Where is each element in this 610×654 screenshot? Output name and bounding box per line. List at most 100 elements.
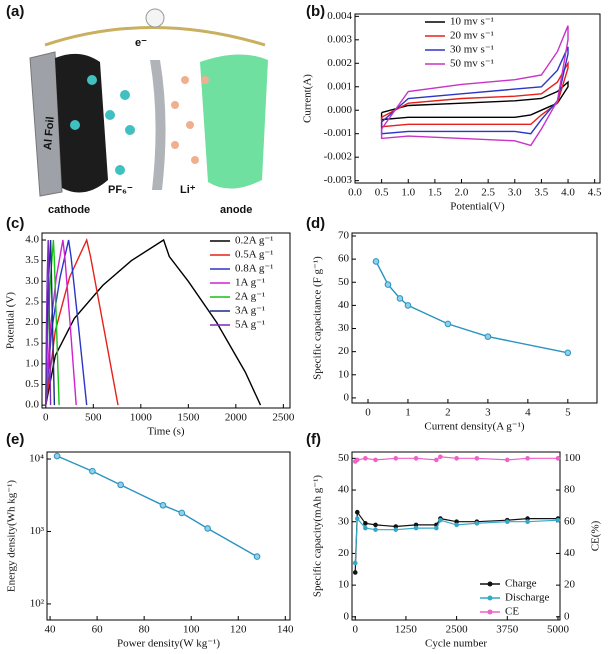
x-tick-label: 5	[565, 407, 571, 419]
data-point	[525, 456, 530, 461]
x-tick-label: 0	[365, 407, 371, 419]
data-point	[396, 295, 404, 302]
x-axis-label: Power density(W kg⁻¹)	[117, 638, 220, 650]
y-tick-label: 0.0	[25, 399, 39, 411]
x-tick-label: 40	[45, 624, 57, 636]
data-point	[354, 516, 360, 521]
data-point	[438, 517, 443, 523]
anode-label: anode	[220, 204, 252, 216]
y-tick-label: 0	[564, 610, 570, 622]
x-tick-label: 100	[183, 624, 200, 636]
data-point	[178, 509, 186, 517]
x-tick-label: 0.5	[375, 187, 389, 199]
x-tick-label: 4.0	[561, 187, 575, 199]
series-line	[380, 60, 569, 128]
y-tick-label: 20	[338, 547, 350, 559]
y-tick-label: -0.002	[324, 151, 352, 163]
y-tick-label: 4.0	[25, 234, 39, 246]
legend-label: Discharge	[505, 592, 550, 604]
x-tick-label: 3.5	[535, 187, 549, 199]
data-point	[504, 457, 510, 463]
y-tick-label: 80	[564, 484, 576, 496]
al-foil	[29, 51, 63, 197]
cation-label: Li⁺	[180, 184, 196, 196]
data-point	[444, 320, 452, 328]
legend-label: 50 mv s⁻¹	[450, 58, 494, 70]
bulb	[145, 8, 165, 28]
data-point	[53, 452, 61, 460]
x-axis-label: Potential(V)	[450, 201, 505, 213]
y-tick-label: 0.002	[327, 57, 352, 69]
foil-label: Al Foil	[42, 116, 57, 151]
x-tick-label: 80	[139, 624, 151, 636]
data-point	[159, 501, 167, 509]
x-tick-label: 1.5	[428, 187, 442, 199]
legend-label: 1A g⁻¹	[235, 277, 265, 289]
schematic: (a) Al Foil e⁻ PF₆⁻ Li⁺ cathode anode	[6, 3, 268, 216]
x-tick-label: 4	[525, 407, 531, 419]
x-tick-label: 3.0	[508, 187, 522, 199]
data-point	[352, 570, 358, 575]
series-line	[45, 239, 60, 406]
x-tick-label: 500	[85, 412, 102, 424]
x-tick-label: 120	[230, 624, 247, 636]
legend-label: 30 mv s⁻¹	[450, 44, 494, 56]
x-tick-label: 1500	[177, 412, 200, 424]
data-point	[413, 525, 419, 531]
x-tick-label: 2500	[272, 412, 295, 424]
data-point	[373, 527, 378, 532]
data-point	[354, 457, 360, 463]
cathode-block	[55, 53, 108, 193]
data-point	[474, 521, 480, 526]
data-point	[373, 457, 378, 463]
series-line	[380, 25, 569, 147]
data-point	[454, 456, 459, 461]
y-axis-label: Potential (V)	[5, 292, 17, 349]
y-tick-label: 3.5	[25, 254, 39, 266]
data-point	[525, 519, 530, 525]
data-point	[393, 456, 399, 461]
y-tick-label: 20	[564, 579, 576, 591]
data-point	[504, 519, 510, 525]
data-point	[413, 522, 419, 528]
series-line	[45, 237, 119, 406]
legend-label: 0.8A g⁻¹	[235, 263, 273, 275]
data-point	[393, 527, 399, 532]
plot-frame	[41, 232, 291, 409]
anions	[70, 75, 135, 175]
y-tick-label: 60	[564, 515, 576, 527]
x-tick-label: 4.5	[588, 187, 602, 199]
data-point	[413, 456, 419, 461]
y-tick-label: 10²	[30, 597, 45, 609]
plot-frame	[351, 451, 561, 621]
x-tick-label: 2.5	[481, 187, 495, 199]
cathode-label: cathode	[48, 204, 90, 216]
y-tick-label: -0.003	[324, 174, 353, 186]
separator	[150, 60, 166, 190]
y-tick-label: 3.0	[25, 275, 39, 287]
y-tick-label: 2.5	[25, 295, 39, 307]
x-tick-label: 2	[445, 407, 451, 419]
data-point	[564, 349, 572, 357]
y-tick-label: 30	[338, 515, 350, 527]
y-tick-label: 50	[338, 276, 350, 288]
data-point	[204, 525, 211, 532]
y-tick-label: -0.001	[324, 127, 352, 139]
y-tick-label: 0.000	[327, 104, 352, 116]
x-tick-label: 0	[352, 624, 358, 636]
y-tick-label: 50	[338, 452, 350, 464]
x-tick-label: 3	[485, 407, 491, 419]
data-point	[89, 467, 96, 475]
y-tick-label: 0.004	[327, 10, 352, 22]
x-axis-label: Current density(A g⁻¹)	[424, 421, 524, 433]
data-point	[253, 553, 261, 560]
data-point	[438, 454, 443, 460]
electron-label: e⁻	[135, 37, 147, 49]
data-point	[454, 522, 459, 528]
y-tick-label: 40	[338, 299, 350, 311]
legend-label: 20 mv s⁻¹	[450, 30, 494, 42]
y-axis-label: Current(A)	[302, 74, 314, 123]
legend-label: 10 mv s⁻¹	[450, 16, 494, 28]
panel-label: (c)	[6, 215, 24, 232]
x-tick-label: 1	[405, 407, 411, 419]
